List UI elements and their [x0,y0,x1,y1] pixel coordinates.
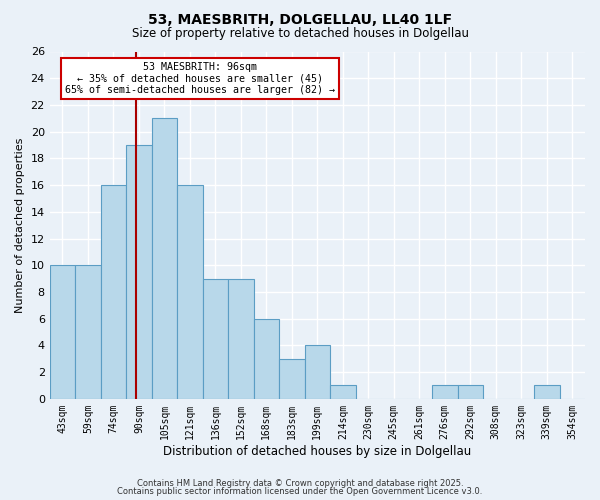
Bar [330,386,356,399]
Bar [50,265,75,399]
Bar [432,386,458,399]
Text: 53, MAESBRITH, DOLGELLAU, LL40 1LF: 53, MAESBRITH, DOLGELLAU, LL40 1LF [148,12,452,26]
Bar [177,185,203,399]
Bar [126,145,152,399]
Bar [75,265,101,399]
Bar [203,278,228,399]
Bar [101,185,126,399]
Bar [228,278,254,399]
Bar [254,318,279,399]
Bar [458,386,483,399]
Y-axis label: Number of detached properties: Number of detached properties [15,138,25,313]
Text: Contains HM Land Registry data © Crown copyright and database right 2025.: Contains HM Land Registry data © Crown c… [137,478,463,488]
Bar [534,386,560,399]
Text: Contains public sector information licensed under the Open Government Licence v3: Contains public sector information licen… [118,487,482,496]
Bar [152,118,177,399]
X-axis label: Distribution of detached houses by size in Dolgellau: Distribution of detached houses by size … [163,444,472,458]
Bar [305,346,330,399]
Bar [279,359,305,399]
Text: 53 MAESBRITH: 96sqm
← 35% of detached houses are smaller (45)
65% of semi-detach: 53 MAESBRITH: 96sqm ← 35% of detached ho… [65,62,335,95]
Text: Size of property relative to detached houses in Dolgellau: Size of property relative to detached ho… [131,28,469,40]
